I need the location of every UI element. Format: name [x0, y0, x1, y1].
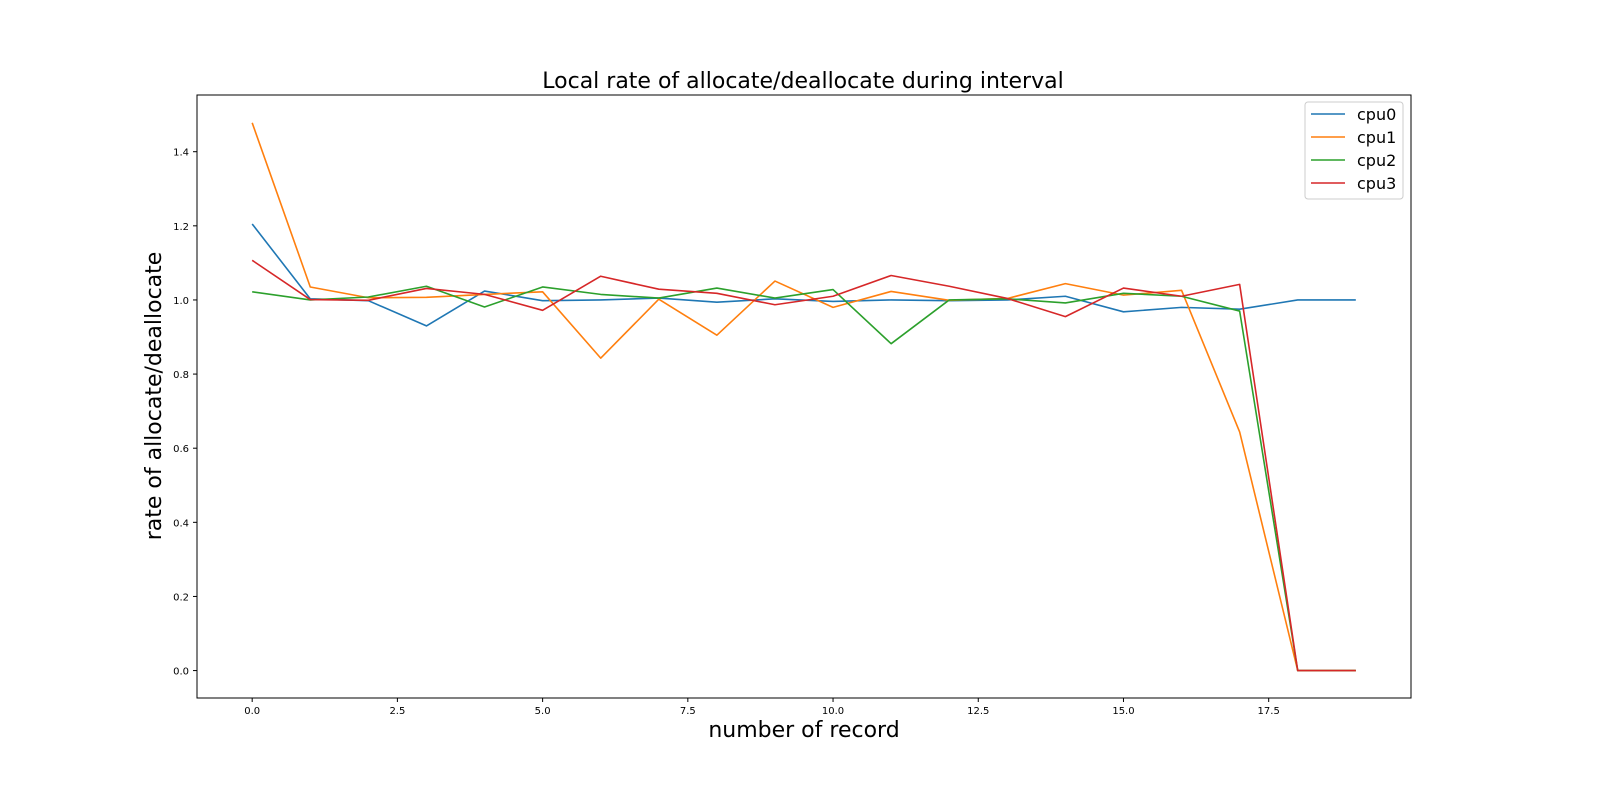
series-line-cpu3: [251, 259, 1356, 672]
x-tick-label: 2.5: [389, 706, 405, 717]
y-tick-label: 0.6: [173, 444, 189, 455]
legend-label-cpu2: cpu2: [1357, 151, 1396, 170]
series-line-cpu1: [251, 122, 1356, 672]
series-line-cpu2: [252, 285, 1356, 672]
legend: cpu0 cpu1 cpu2 cpu3: [1304, 101, 1404, 200]
x-tick-label: 7.5: [680, 706, 696, 717]
legend-label-cpu3: cpu3: [1357, 174, 1396, 193]
y-tick-label: 0.2: [173, 592, 189, 603]
plot-frame: [196, 94, 1412, 699]
y-tick-label: 0.4: [173, 518, 189, 529]
y-axis-label: rate of allocate/deallocate: [142, 252, 167, 541]
x-tick-label: 17.5: [1258, 706, 1280, 717]
y-tick-label: 0.0: [173, 667, 189, 678]
y-tick-label: 1.0: [173, 296, 189, 307]
y-axis-ticks: 0.0 0.2 0.4 0.6 0.8 1.0 1.2 1.4: [173, 148, 197, 678]
x-tick-label: 5.0: [535, 706, 551, 717]
x-tick-label: 15.0: [1112, 706, 1134, 717]
plot-area: [251, 122, 1356, 672]
x-axis-ticks: 0.0 2.5 5.0 7.5 10.0 12.5 15.0 17.5: [244, 698, 1280, 717]
y-tick-label: 0.8: [173, 370, 189, 381]
x-axis-label: number of record: [708, 718, 899, 743]
y-tick-label: 1.2: [173, 222, 189, 233]
x-tick-label: 10.0: [822, 706, 844, 717]
x-tick-label: 12.5: [967, 706, 989, 717]
chart-title: Local rate of allocate/deallocate during…: [542, 69, 1063, 94]
legend-box: [1304, 101, 1404, 200]
y-tick-label: 1.4: [173, 148, 189, 159]
x-tick-label: 0.0: [244, 706, 260, 717]
legend-label-cpu1: cpu1: [1357, 128, 1396, 147]
legend-label-cpu0: cpu0: [1357, 105, 1396, 124]
